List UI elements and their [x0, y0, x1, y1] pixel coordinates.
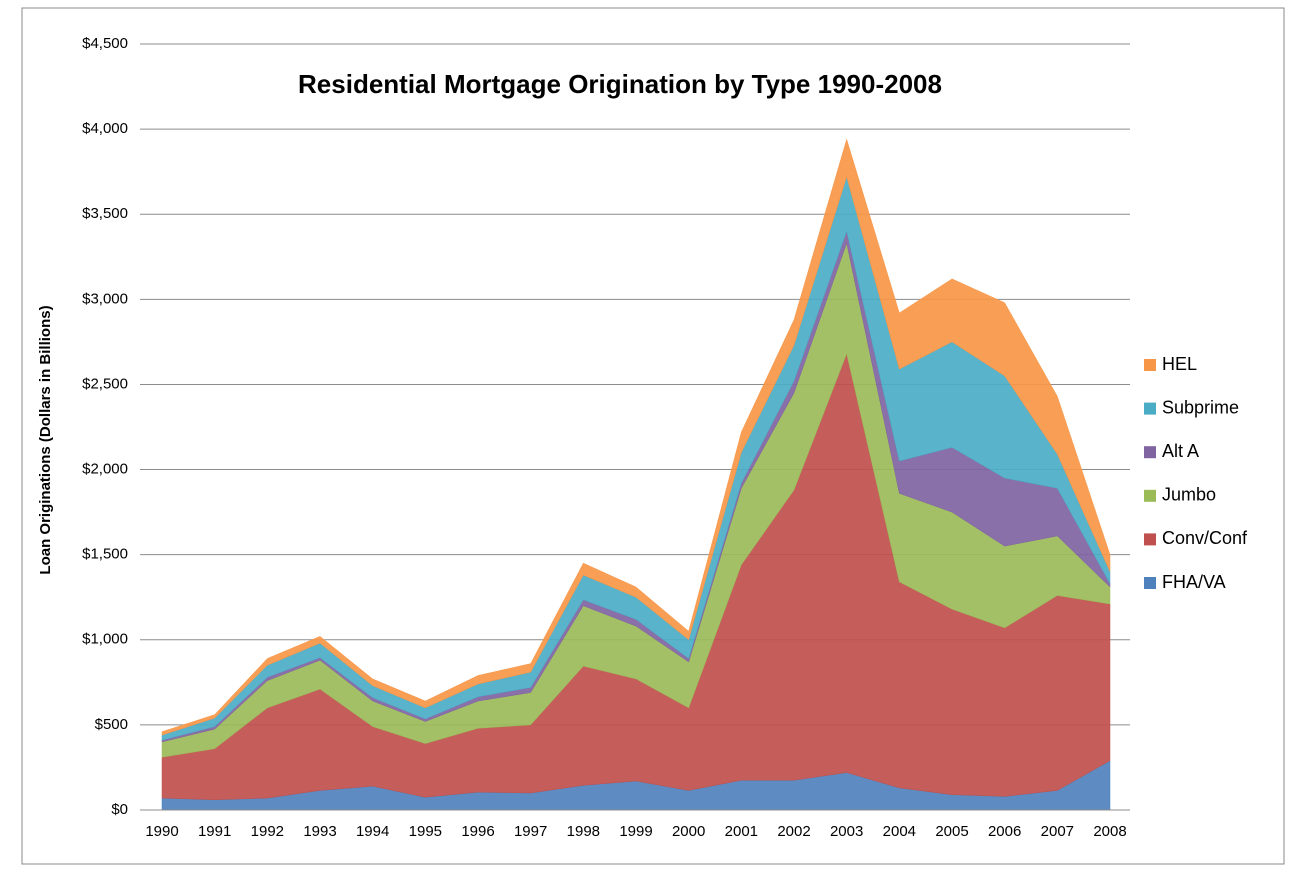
x-tick-label: 2004	[883, 823, 916, 840]
y-tick-label: $2,500	[82, 375, 128, 392]
legend-swatch	[1144, 446, 1156, 459]
x-tick-label: 1992	[251, 823, 284, 840]
x-tick-label: 1994	[356, 823, 389, 840]
legend-label: HEL	[1162, 354, 1197, 374]
legend-label: Jumbo	[1162, 485, 1216, 505]
area	[161, 138, 1111, 736]
legend-label: Subprime	[1162, 397, 1239, 417]
x-tick-label: 2001	[725, 823, 758, 840]
legend-swatch	[1144, 489, 1156, 502]
y-tick-label: $3,000	[82, 290, 128, 307]
x-tick-label: 1997	[514, 823, 547, 840]
y-tick-label: $4,000	[82, 120, 128, 137]
x-tick-label: 1998	[567, 823, 600, 840]
x-tick-label: 2005	[935, 823, 968, 840]
legend-swatch	[1144, 359, 1156, 371]
x-tick-label: 1999	[619, 823, 652, 840]
x-tick-label: 1990	[145, 823, 178, 840]
legend-swatch	[1144, 402, 1156, 415]
x-tick-label: 1996	[461, 823, 494, 840]
y-tick-label: $1,500	[82, 546, 128, 563]
x-tick-label: 2002	[777, 823, 810, 840]
y-tick-label: $500	[95, 716, 128, 733]
legend-label: FHA/VA	[1162, 572, 1226, 592]
x-tick-label: 2000	[672, 823, 705, 840]
legend-swatch	[1144, 577, 1156, 589]
x-tick-label: 2006	[988, 823, 1021, 840]
x-tick-label: 2008	[1093, 823, 1126, 840]
x-tick-label: 1995	[409, 823, 442, 840]
y-axis-label: Loan Originations (Dollars in Billions)	[37, 305, 54, 574]
y-tick-label: $2,000	[82, 461, 128, 478]
y-tick-label: $3,500	[82, 205, 128, 222]
y-tick-label: $4,500	[82, 35, 128, 52]
legend-swatch	[1144, 533, 1156, 546]
x-tick-label: 2003	[830, 823, 863, 840]
y-tick-label: $1,000	[82, 631, 128, 648]
chart-title: Residential Mortgage Origination by Type…	[298, 69, 942, 99]
x-tick-label: 2007	[1041, 823, 1074, 840]
y-tick-label: $0	[111, 801, 128, 818]
x-tick-label: 1993	[303, 823, 336, 840]
x-tick-label: 1991	[198, 823, 231, 840]
legend-label: Conv/Conf	[1162, 528, 1248, 548]
legend-label: Alt A	[1162, 441, 1199, 461]
